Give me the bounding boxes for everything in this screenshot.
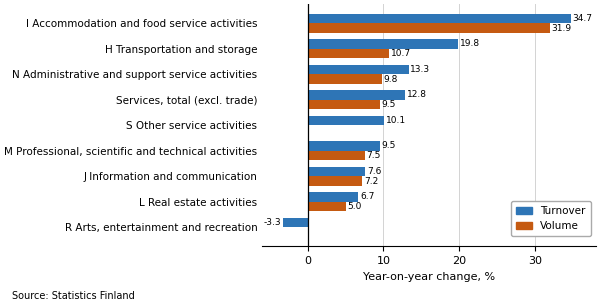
Text: 31.9: 31.9	[551, 24, 572, 33]
Bar	[308, 202, 346, 211]
Bar	[308, 64, 409, 74]
X-axis label: Year-on-year change, %: Year-on-year change, %	[363, 271, 495, 282]
Bar	[308, 141, 380, 151]
Bar	[308, 49, 389, 58]
Bar	[308, 100, 380, 109]
Bar	[308, 192, 358, 202]
Text: 10.1: 10.1	[386, 116, 406, 125]
Text: 6.7: 6.7	[361, 192, 375, 201]
Bar	[308, 90, 405, 100]
Legend: Turnover, Volume: Turnover, Volume	[511, 201, 590, 236]
Text: Source: Statistics Finland: Source: Statistics Finland	[12, 291, 135, 301]
Text: 10.7: 10.7	[391, 49, 411, 58]
Bar	[308, 116, 384, 125]
Text: 9.5: 9.5	[382, 100, 396, 109]
Bar	[308, 74, 382, 84]
Bar	[308, 23, 550, 33]
Text: 12.8: 12.8	[407, 90, 427, 99]
Text: 5.0: 5.0	[347, 202, 362, 211]
Text: 13.3: 13.3	[410, 65, 431, 74]
Text: 34.7: 34.7	[573, 14, 593, 23]
Text: -3.3: -3.3	[263, 218, 281, 227]
Bar	[283, 218, 308, 227]
Bar	[308, 151, 365, 161]
Text: 19.8: 19.8	[460, 40, 480, 48]
Text: 7.5: 7.5	[367, 151, 381, 160]
Bar	[308, 167, 365, 176]
Text: 9.5: 9.5	[382, 141, 396, 150]
Text: 7.6: 7.6	[367, 167, 382, 176]
Bar	[308, 176, 362, 186]
Bar	[308, 14, 571, 23]
Text: 7.2: 7.2	[364, 177, 379, 185]
Bar	[308, 39, 458, 49]
Text: 9.8: 9.8	[384, 74, 398, 84]
